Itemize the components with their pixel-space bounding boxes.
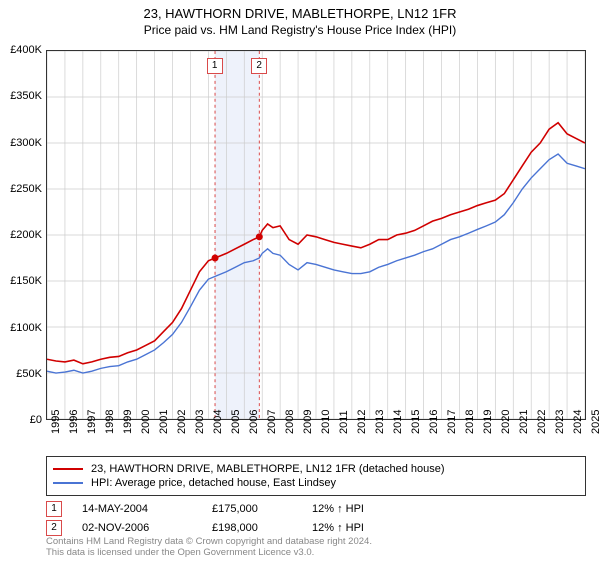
x-axis-tick-label: 2010 xyxy=(320,410,332,434)
x-axis-tick-label: 1995 xyxy=(50,410,62,434)
y-axis-tick-label: £50K xyxy=(2,368,42,380)
x-axis-tick-label: 2006 xyxy=(248,410,260,434)
attribution-text: Contains HM Land Registry data © Crown c… xyxy=(46,536,586,559)
x-axis-tick-label: 2003 xyxy=(194,410,206,434)
sales-table: 1 14-MAY-2004£175,00012% ↑ HPI 2 02-NOV-200… xyxy=(46,498,586,539)
x-axis-tick-label: 2009 xyxy=(302,410,314,434)
sale-price: £175,000 xyxy=(212,503,312,515)
chart-legend: 23, HAWTHORN DRIVE, MABLETHORPE, LN12 1F… xyxy=(46,456,586,496)
x-axis-tick-label: 1998 xyxy=(104,410,116,434)
x-axis-tick-label: 2021 xyxy=(518,410,530,434)
x-axis-tick-label: 2012 xyxy=(356,410,368,434)
sale-pct: 12% ↑ HPI xyxy=(312,503,412,515)
y-axis-tick-label: £250K xyxy=(2,183,42,195)
attribution-line: This data is licensed under the Open Gov… xyxy=(46,547,586,558)
chart-marker-badge: 2 xyxy=(251,58,267,74)
sale-row: 1 14-MAY-2004£175,00012% ↑ HPI xyxy=(46,501,586,517)
sale-date: 02-NOV-2006 xyxy=(82,522,212,534)
x-axis-tick-label: 2016 xyxy=(428,410,440,434)
x-axis-tick-label: 2002 xyxy=(176,410,188,434)
y-axis-tick-label: £400K xyxy=(2,44,42,56)
x-axis-tick-label: 2023 xyxy=(554,410,566,434)
legend-swatch xyxy=(53,468,83,470)
sale-row: 2 02-NOV-2006£198,00012% ↑ HPI xyxy=(46,520,586,536)
sale-marker-badge: 1 xyxy=(46,501,62,517)
x-axis-tick-label: 1996 xyxy=(68,410,80,434)
x-axis-tick-label: 2017 xyxy=(446,410,458,434)
x-axis-tick-label: 1999 xyxy=(122,410,134,434)
x-axis-tick-label: 1997 xyxy=(86,410,98,434)
attribution-line: Contains HM Land Registry data © Crown c… xyxy=(46,536,586,547)
x-axis-tick-label: 2004 xyxy=(212,410,224,434)
y-axis-tick-label: £100K xyxy=(2,322,42,334)
chart-title: 23, HAWTHORN DRIVE, MABLETHORPE, LN12 1F… xyxy=(0,6,600,21)
x-axis-tick-label: 2018 xyxy=(464,410,476,434)
y-axis-tick-label: £200K xyxy=(2,229,42,241)
x-axis-tick-label: 2025 xyxy=(590,410,600,434)
x-axis-tick-label: 2005 xyxy=(230,410,242,434)
sale-pct: 12% ↑ HPI xyxy=(312,522,412,534)
x-axis-tick-label: 2001 xyxy=(158,410,170,434)
y-axis-tick-label: £350K xyxy=(2,90,42,102)
chart-marker-badge: 1 xyxy=(207,58,223,74)
legend-label: 23, HAWTHORN DRIVE, MABLETHORPE, LN12 1F… xyxy=(91,463,445,475)
x-axis-tick-label: 2013 xyxy=(374,410,386,434)
y-axis-tick-label: £300K xyxy=(2,137,42,149)
x-axis-tick-label: 2014 xyxy=(392,410,404,434)
legend-label: HPI: Average price, detached house, East… xyxy=(91,477,336,489)
chart-subtitle: Price paid vs. HM Land Registry's House … xyxy=(0,23,600,37)
x-axis-tick-label: 2020 xyxy=(500,410,512,434)
x-axis-tick-label: 2000 xyxy=(140,410,152,434)
chart-plot-area xyxy=(46,50,586,420)
legend-item: HPI: Average price, detached house, East… xyxy=(53,477,579,489)
x-axis-tick-label: 2019 xyxy=(482,410,494,434)
x-axis-tick-label: 2022 xyxy=(536,410,548,434)
sale-date: 14-MAY-2004 xyxy=(82,503,212,515)
legend-swatch xyxy=(53,482,83,484)
x-axis-tick-label: 2008 xyxy=(284,410,296,434)
x-axis-tick-label: 2007 xyxy=(266,410,278,434)
sale-price: £198,000 xyxy=(212,522,312,534)
x-axis-tick-label: 2011 xyxy=(338,410,350,434)
y-axis-tick-label: £0 xyxy=(2,414,42,426)
y-axis-tick-label: £150K xyxy=(2,275,42,287)
x-axis-tick-label: 2024 xyxy=(572,410,584,434)
x-axis-tick-label: 2015 xyxy=(410,410,422,434)
sale-marker-badge: 2 xyxy=(46,520,62,536)
legend-item: 23, HAWTHORN DRIVE, MABLETHORPE, LN12 1F… xyxy=(53,463,579,475)
